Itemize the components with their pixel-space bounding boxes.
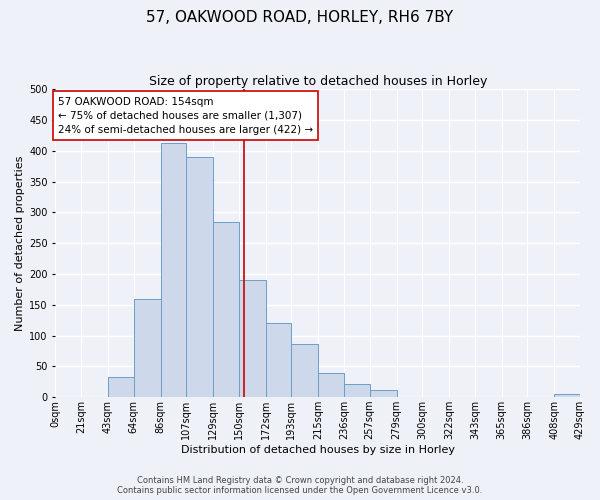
Bar — [344, 384, 370, 397]
Y-axis label: Number of detached properties: Number of detached properties — [15, 156, 25, 331]
Title: Size of property relative to detached houses in Horley: Size of property relative to detached ho… — [149, 75, 487, 88]
Bar — [319, 372, 344, 397]
Text: 57, OAKWOOD ROAD, HORLEY, RH6 7BY: 57, OAKWOOD ROAD, HORLEY, RH6 7BY — [146, 10, 454, 25]
Bar — [266, 323, 292, 397]
Bar — [108, 377, 134, 397]
Bar — [370, 390, 397, 397]
Bar — [134, 298, 161, 397]
Text: Contains HM Land Registry data © Crown copyright and database right 2024.
Contai: Contains HM Land Registry data © Crown c… — [118, 476, 482, 495]
Bar — [161, 143, 186, 397]
Bar — [239, 280, 266, 397]
Text: 57 OAKWOOD ROAD: 154sqm
← 75% of detached houses are smaller (1,307)
24% of semi: 57 OAKWOOD ROAD: 154sqm ← 75% of detache… — [58, 96, 313, 134]
Bar — [554, 394, 580, 397]
X-axis label: Distribution of detached houses by size in Horley: Distribution of detached houses by size … — [181, 445, 455, 455]
Bar — [213, 222, 239, 397]
Bar — [186, 157, 213, 397]
Bar — [292, 344, 319, 397]
